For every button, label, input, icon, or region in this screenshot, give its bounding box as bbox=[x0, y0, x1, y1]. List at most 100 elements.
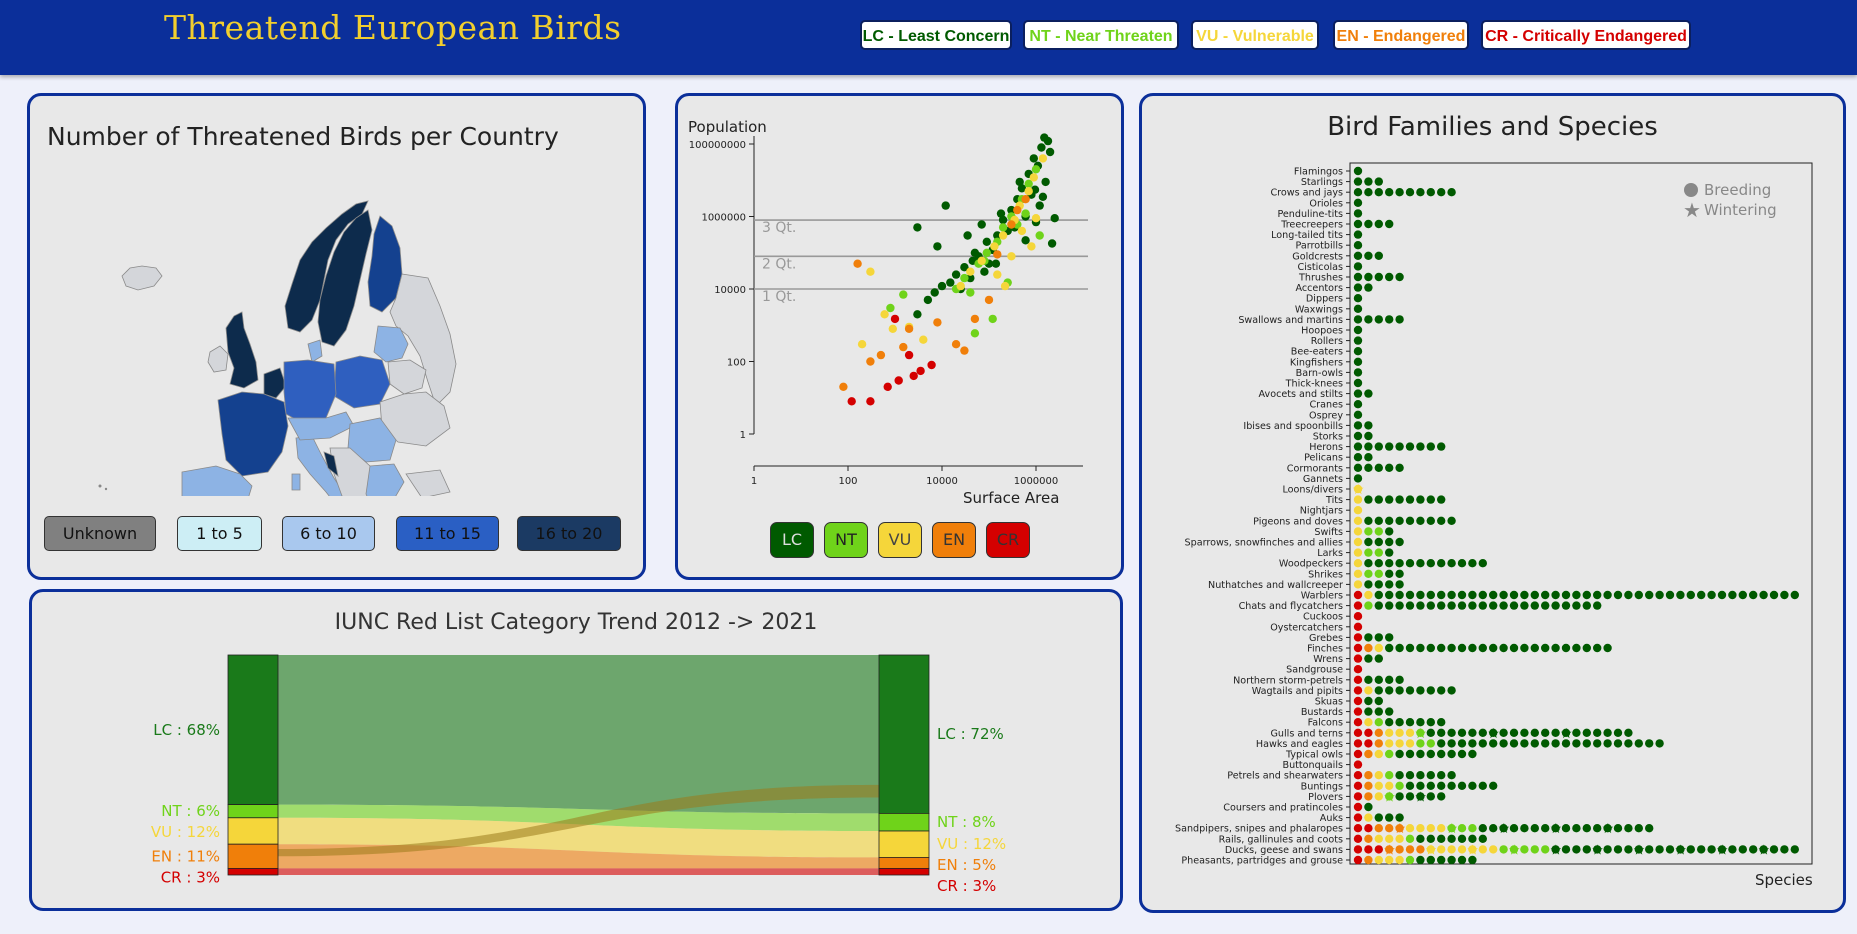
filter-button-cr[interactable]: CR bbox=[986, 522, 1030, 558]
sankey-left-label: CR : 3% bbox=[161, 868, 220, 886]
europe-map[interactable] bbox=[30, 156, 649, 496]
data-point-lc bbox=[1050, 214, 1059, 223]
map-legend-6-to-10[interactable]: 6 to 10 bbox=[282, 516, 375, 551]
species-dot bbox=[1769, 590, 1779, 600]
plot-frame bbox=[1349, 162, 1813, 865]
species-dot bbox=[1374, 771, 1383, 780]
data-point-lc bbox=[1015, 177, 1024, 187]
y-tick-label: 10000 bbox=[714, 285, 746, 296]
species-dot bbox=[1405, 749, 1415, 759]
species-dot bbox=[1717, 590, 1727, 600]
sankey-title: IUNC Red List Category Trend 2012 -> 202… bbox=[334, 610, 818, 635]
species-dot bbox=[1353, 771, 1363, 780]
species-dot bbox=[1437, 643, 1446, 653]
data-point-en bbox=[970, 314, 980, 324]
species-dot bbox=[1353, 834, 1363, 843]
wintering-star: ★ bbox=[1414, 789, 1427, 805]
species-dot bbox=[1353, 219, 1363, 229]
species-dot bbox=[1468, 834, 1477, 843]
families-panel: Bird Families and Species Flamingos Starl… bbox=[1139, 93, 1846, 913]
wintering-star: ★ bbox=[1758, 842, 1771, 858]
species-dot bbox=[1468, 643, 1477, 653]
species-dot bbox=[1603, 643, 1612, 653]
data-point-lc bbox=[1035, 201, 1044, 210]
family-label: Goldcrests bbox=[1292, 251, 1343, 262]
species-dot bbox=[1665, 590, 1675, 600]
wintering-star: ★ bbox=[1674, 842, 1687, 858]
y-tick-label: 100 bbox=[727, 358, 746, 369]
species-dot bbox=[1759, 845, 1768, 854]
species-dot bbox=[1353, 643, 1363, 653]
species-dot bbox=[1478, 590, 1487, 600]
family-label: Thrushes bbox=[1298, 273, 1343, 284]
data-point-vu bbox=[888, 324, 897, 333]
family-label: Gannets bbox=[1303, 474, 1343, 485]
sankey-link bbox=[278, 655, 879, 814]
legend-button-cr[interactable]: CR - Critically Endangered bbox=[1481, 20, 1691, 50]
filter-button-nt[interactable]: NT bbox=[824, 522, 868, 558]
family-label: Cranes bbox=[1309, 400, 1343, 411]
species-dot bbox=[1457, 728, 1467, 737]
species-dot bbox=[1738, 845, 1747, 854]
data-point-nt bbox=[966, 288, 975, 297]
legend-button-en[interactable]: EN - Endangered bbox=[1333, 20, 1469, 50]
species-dot bbox=[1634, 739, 1643, 748]
wintering-star: ★ bbox=[1414, 726, 1427, 742]
species-dot bbox=[1426, 601, 1435, 610]
data-point-lc bbox=[1043, 136, 1053, 146]
family-label: Loons/divers bbox=[1282, 485, 1343, 496]
filter-button-lc[interactable]: LC bbox=[770, 522, 814, 558]
species-dot bbox=[1416, 728, 1425, 737]
species-dot bbox=[1437, 845, 1446, 854]
data-point-lc bbox=[963, 231, 972, 240]
species-dot bbox=[1634, 824, 1643, 833]
legend-button-vu[interactable]: VU - Vulnerable bbox=[1191, 20, 1319, 50]
species-dot bbox=[1520, 643, 1529, 653]
family-label: Larks bbox=[1317, 548, 1343, 559]
map-legend-unknown[interactable]: Unknown bbox=[44, 516, 156, 551]
family-label: Northern storm-petrels bbox=[1233, 675, 1343, 686]
data-point-lc bbox=[996, 209, 1006, 218]
species-dot bbox=[1582, 643, 1591, 653]
species-dot bbox=[1374, 824, 1383, 833]
species-dot bbox=[1468, 590, 1477, 600]
species-dot bbox=[1364, 219, 1373, 229]
species-dot bbox=[1478, 739, 1487, 748]
species-dot bbox=[1353, 855, 1363, 865]
scatter-ylabel: Population bbox=[688, 118, 767, 136]
species-dot bbox=[1447, 601, 1456, 610]
species-dot bbox=[1374, 495, 1383, 504]
species-dot bbox=[1374, 537, 1383, 547]
sankey-chart[interactable]: LC : 68% NT : 6% VU : 12% EN : 11% CR : 3% LC… bbox=[32, 592, 1120, 908]
species-dot bbox=[1582, 728, 1591, 737]
map-legend-11-to-15[interactable]: 11 to 15 bbox=[396, 516, 499, 551]
species-dot bbox=[1426, 718, 1435, 727]
filter-button-en[interactable]: EN bbox=[932, 522, 976, 558]
species-dot bbox=[1374, 463, 1383, 472]
species-dot bbox=[1655, 845, 1664, 854]
legend-button-nt[interactable]: NT - Near Threaten bbox=[1023, 20, 1179, 50]
sankey-left-label: NT : 6% bbox=[161, 802, 220, 820]
data-point-vu bbox=[880, 310, 889, 319]
filter-button-vu[interactable]: VU bbox=[878, 522, 922, 558]
legend-button-lc[interactable]: LC - Least Concern bbox=[860, 20, 1012, 50]
species-dot bbox=[1374, 315, 1383, 324]
species-dot bbox=[1655, 739, 1664, 748]
breeding-legend-icon bbox=[1684, 183, 1698, 197]
species-dot bbox=[1489, 781, 1498, 790]
map-legend-1-to-5[interactable]: 1 to 5 bbox=[177, 516, 262, 551]
species-dot bbox=[1468, 824, 1477, 833]
species-dot bbox=[1353, 463, 1363, 472]
map-legend-16-to-20[interactable]: 16 to 20 bbox=[517, 516, 621, 551]
family-label: Skuas bbox=[1315, 697, 1343, 708]
families-xlabel: Species bbox=[1755, 871, 1813, 889]
species-dot bbox=[1374, 601, 1383, 610]
species-dot bbox=[1374, 177, 1383, 186]
species-dot bbox=[1395, 834, 1404, 843]
data-point-vu bbox=[1027, 242, 1036, 251]
data-point-en bbox=[899, 342, 908, 352]
country-baltics bbox=[373, 325, 409, 363]
scatter-plot[interactable]: Population Surface Area 1 100 10000 1000000… bbox=[678, 96, 1121, 516]
family-label: Nuthatches and wallcreeper bbox=[1208, 580, 1343, 591]
